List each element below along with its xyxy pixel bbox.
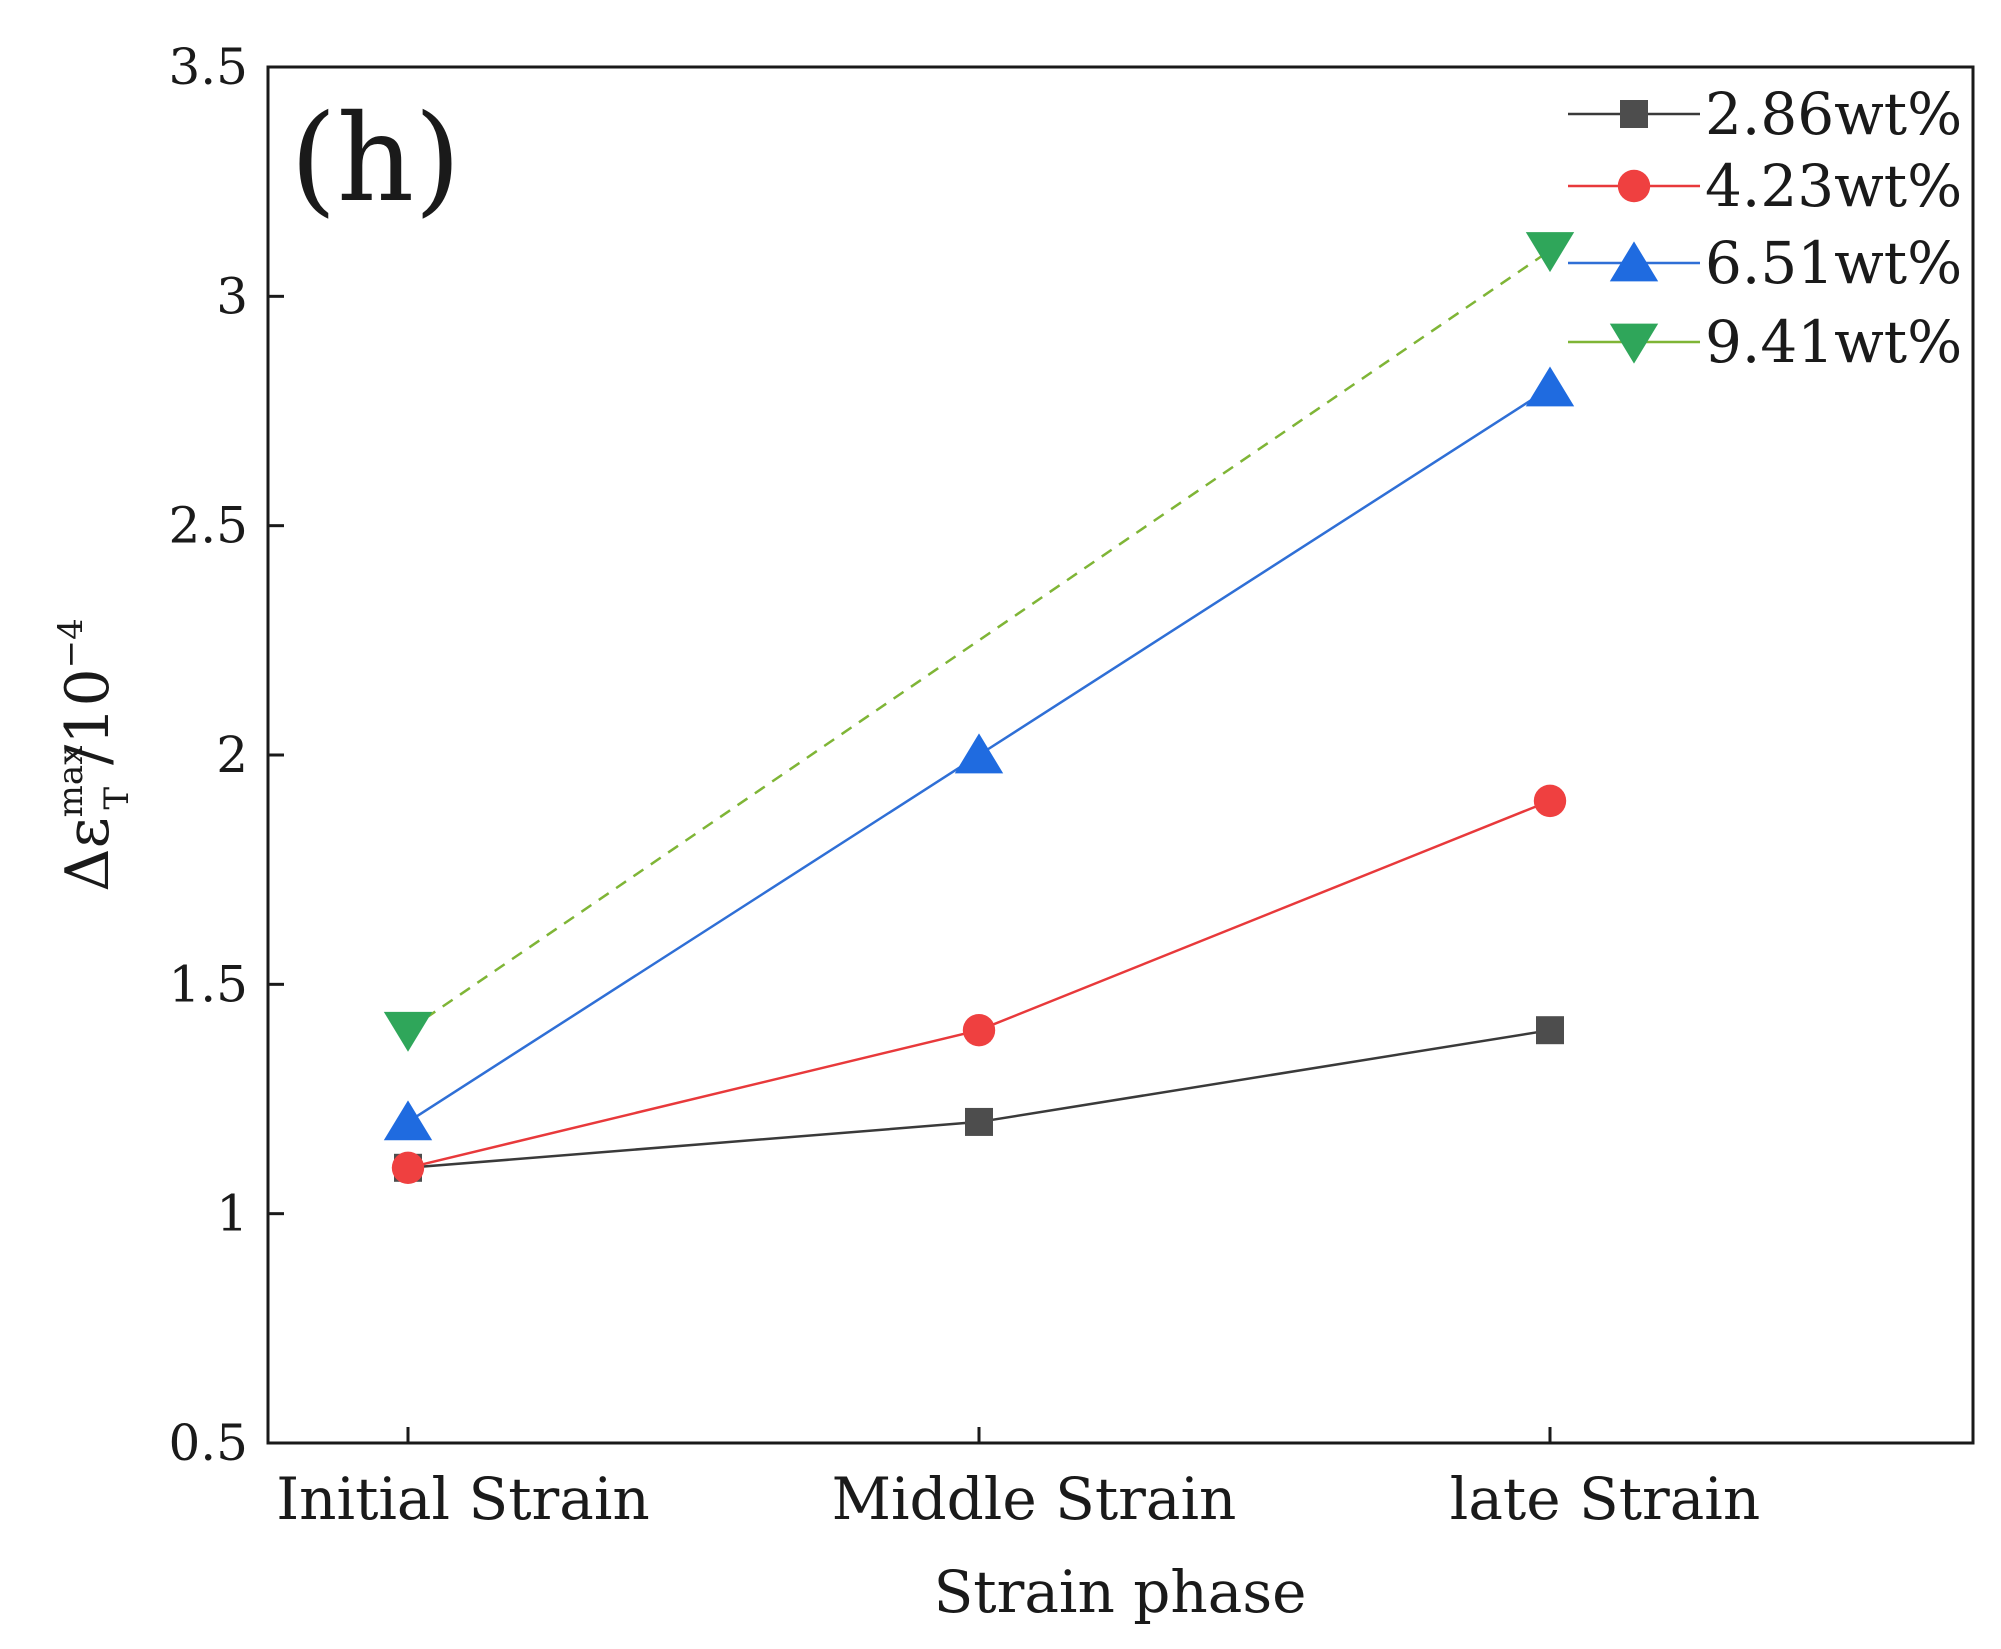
data-point bbox=[1533, 784, 1567, 818]
data-point bbox=[391, 1151, 425, 1185]
legend-marker bbox=[1609, 323, 1659, 364]
x-axis-title: Strain phase bbox=[934, 1558, 1307, 1626]
y-tick-label: 0.5 bbox=[168, 1414, 248, 1472]
y-tick-label: 3 bbox=[216, 267, 248, 325]
y-tick-label: 2.5 bbox=[168, 497, 248, 555]
x-tick-label: late Strain bbox=[1450, 1465, 1760, 1533]
x-tick-label: Initial Strain bbox=[276, 1465, 650, 1533]
data-point bbox=[1525, 232, 1575, 273]
y-axis-title-unit-exponent: −4 bbox=[51, 618, 91, 668]
legend-marker bbox=[1620, 100, 1648, 128]
y-axis-title: Δεmax T/10−4 bbox=[51, 618, 137, 891]
panel-label: (h) bbox=[290, 90, 461, 229]
data-point bbox=[383, 1011, 433, 1052]
legend-label: 4.23wt% bbox=[1705, 152, 1962, 220]
data-point bbox=[965, 1107, 993, 1136]
y-tick-label: 1.5 bbox=[168, 955, 248, 1013]
legend-marker bbox=[1609, 241, 1659, 282]
y-tick-label: 3.5 bbox=[168, 38, 248, 96]
y-tick-label: 1 bbox=[216, 1185, 248, 1243]
y-axis-title-superscript: max bbox=[51, 746, 91, 818]
data-point bbox=[1525, 366, 1575, 407]
x-tick-label: Middle Strain bbox=[832, 1465, 1237, 1533]
legend-label: 6.51wt% bbox=[1705, 229, 1962, 297]
y-axis-title-base: Δε bbox=[53, 817, 123, 891]
data-point bbox=[383, 1100, 433, 1141]
y-axis-title-subscript: T bbox=[97, 787, 137, 810]
data-point bbox=[962, 1013, 996, 1047]
legend-label: 2.86wt% bbox=[1705, 80, 1962, 148]
y-tick-label: 2 bbox=[216, 726, 248, 784]
data-point bbox=[1536, 1016, 1564, 1045]
data-point bbox=[954, 733, 1004, 774]
y-axis-title-unit: /10 bbox=[53, 668, 123, 765]
legend: 2.86wt%4.23wt% 6.51wt% 9.41wt% bbox=[1568, 80, 1962, 376]
legend-label: 9.41wt% bbox=[1705, 308, 1962, 376]
legend-marker bbox=[1617, 169, 1651, 203]
